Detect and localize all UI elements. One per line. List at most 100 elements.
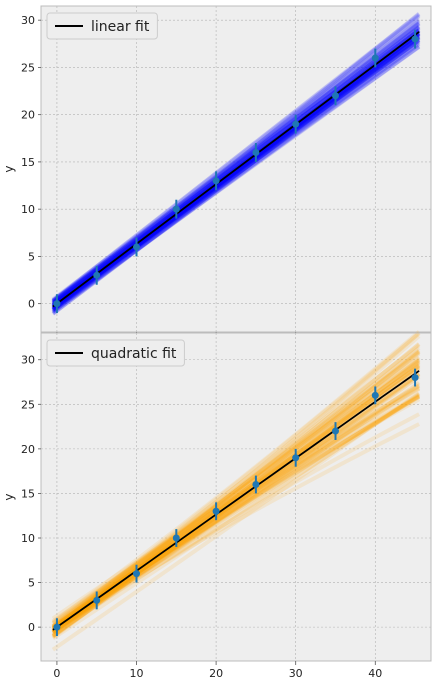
posterior-sample-line bbox=[51, 21, 421, 304]
data-point bbox=[331, 92, 339, 100]
posterior-sample-line bbox=[51, 32, 421, 314]
posterior-sample-line bbox=[51, 365, 421, 639]
y-tick-label: 30 bbox=[21, 354, 35, 367]
posterior-sample-line bbox=[51, 351, 421, 628]
posterior-sample-line bbox=[51, 384, 421, 638]
posterior-sample-line bbox=[51, 13, 421, 302]
posterior-sample-line bbox=[51, 19, 421, 304]
plot-frame bbox=[40, 332, 432, 662]
y-tick-label: 10 bbox=[21, 203, 35, 216]
posterior-sample-line bbox=[51, 363, 421, 631]
y-axis-label: y bbox=[2, 493, 16, 500]
data-point bbox=[252, 148, 260, 156]
posterior-sample-line bbox=[51, 34, 421, 310]
posterior-sample-line bbox=[51, 383, 421, 634]
y-ticks: 0 5 10 15 20 25 30 bbox=[21, 14, 41, 311]
posterior-sample-line bbox=[51, 412, 421, 637]
posterior-sample-line bbox=[51, 42, 421, 314]
posterior-sample-line bbox=[51, 383, 421, 621]
posterior-sample-line bbox=[51, 38, 421, 312]
posterior-sample-line bbox=[51, 374, 421, 638]
data-point bbox=[93, 596, 101, 604]
posterior-sample-line bbox=[51, 366, 421, 623]
posterior-sample-line bbox=[51, 33, 421, 310]
data-point bbox=[292, 120, 300, 128]
y-tick-label: 15 bbox=[21, 156, 35, 169]
posterior-sample-line bbox=[51, 35, 421, 316]
posterior-sample-line bbox=[51, 37, 421, 310]
posterior-sample-line bbox=[51, 45, 421, 312]
posterior-sample-line bbox=[51, 386, 421, 632]
posterior-sample-line bbox=[51, 381, 421, 631]
posterior-sample-line bbox=[51, 392, 421, 641]
posterior-sample-line bbox=[51, 36, 421, 310]
posterior-sample-line bbox=[51, 346, 421, 625]
posterior-sample-line bbox=[51, 372, 421, 638]
posterior-sample-line bbox=[51, 371, 421, 635]
posterior-sample-line bbox=[51, 40, 421, 314]
posterior-sample-line bbox=[51, 25, 421, 307]
x-tick-label: 0 bbox=[53, 667, 60, 680]
legend-label: linear fit bbox=[91, 19, 150, 35]
posterior-sample-line bbox=[51, 422, 421, 630]
y-tick-label: 0 bbox=[28, 298, 35, 311]
best-fit-line bbox=[52, 31, 420, 308]
posterior-sample-line bbox=[51, 364, 421, 629]
y-tick-label: 5 bbox=[28, 250, 35, 263]
data-points bbox=[53, 368, 419, 637]
posterior-sample-line bbox=[51, 364, 421, 631]
data-point bbox=[371, 54, 379, 62]
y-tick-label: 15 bbox=[21, 487, 35, 500]
posterior-sample-line bbox=[51, 331, 421, 628]
posterior-sample-line bbox=[51, 21, 421, 308]
posterior-sample-line bbox=[51, 375, 421, 639]
data-point bbox=[411, 374, 419, 382]
data-point bbox=[252, 481, 260, 489]
posterior-sample-line bbox=[51, 31, 421, 311]
x-tick-label: 30 bbox=[289, 667, 303, 680]
data-point bbox=[292, 454, 300, 462]
posterior-sample-line bbox=[51, 12, 421, 303]
y-tick-label: 25 bbox=[21, 398, 35, 411]
posterior-sample-line bbox=[51, 391, 421, 652]
posterior-sample-line bbox=[51, 356, 421, 629]
fit-line bbox=[52, 31, 420, 308]
data-points bbox=[53, 29, 419, 314]
posterior-sample-line bbox=[51, 358, 421, 628]
legend-box bbox=[46, 339, 185, 367]
posterior-sample-line bbox=[51, 367, 421, 625]
posterior-sample-line bbox=[51, 18, 421, 307]
data-point bbox=[212, 177, 220, 185]
y-tick-label: 5 bbox=[28, 577, 35, 590]
posterior-sample-line bbox=[51, 28, 421, 305]
data-point bbox=[133, 243, 141, 251]
data-point bbox=[172, 205, 180, 213]
quadratic-fit-panel: 0 5 10 15 20 25 30 0 10 20 30 40 y quadratic fit bbox=[2, 330, 432, 680]
posterior-sample-line bbox=[51, 394, 421, 631]
posterior-sample-line bbox=[51, 22, 421, 308]
posterior-sample-line bbox=[51, 358, 421, 630]
posterior-sample-line bbox=[51, 331, 421, 630]
posterior-sample-line bbox=[51, 28, 421, 303]
x-tick-label: 20 bbox=[209, 667, 223, 680]
posterior-sample-line bbox=[51, 34, 421, 316]
fit-line bbox=[52, 370, 420, 631]
x-ticks: 0 10 20 30 40 bbox=[53, 661, 382, 680]
posterior-sample-line bbox=[51, 44, 421, 312]
x-tick-label: 40 bbox=[368, 667, 382, 680]
data-point bbox=[172, 534, 180, 542]
posterior-sample-line bbox=[51, 348, 421, 631]
posterior-sample-line bbox=[51, 334, 421, 632]
posterior-sample-line bbox=[51, 391, 421, 629]
posterior-sample-line bbox=[51, 362, 421, 636]
legend: quadratic fit bbox=[46, 339, 185, 367]
y-tick-label: 30 bbox=[21, 14, 35, 27]
posterior-sample-line bbox=[51, 32, 421, 312]
posterior-sample-line bbox=[51, 397, 421, 634]
posterior-sample-line bbox=[51, 45, 421, 309]
y-tick-label: 20 bbox=[21, 443, 35, 456]
posterior-sample-line bbox=[51, 385, 421, 638]
posterior-lines bbox=[51, 12, 421, 316]
data-point bbox=[133, 570, 141, 578]
